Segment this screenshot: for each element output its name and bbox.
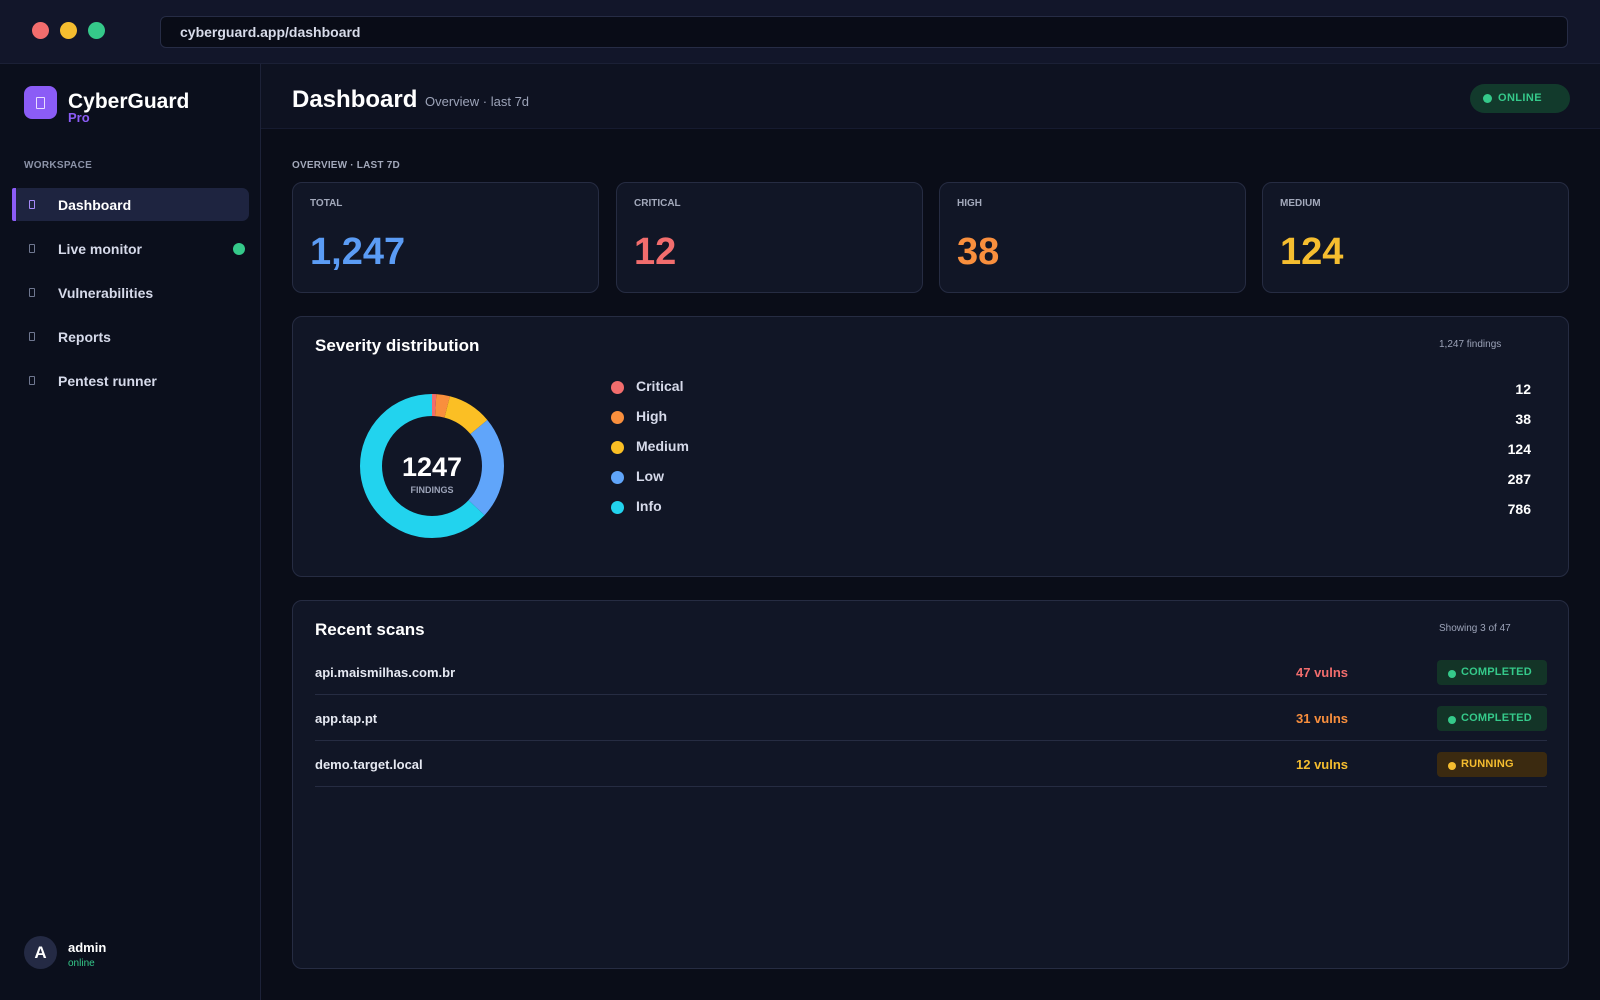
address-bar[interactable]: cyberguard.app/dashboard bbox=[160, 16, 1568, 48]
status-badge: COMPLETED bbox=[1437, 660, 1547, 685]
avatar[interactable]: A bbox=[24, 936, 57, 969]
page-header: Dashboard Overview · last 7d ONLINE bbox=[261, 64, 1600, 129]
status-badge: ONLINE bbox=[1470, 84, 1570, 113]
overview-label: OVERVIEW · LAST 7D bbox=[292, 160, 400, 171]
low-dot-icon bbox=[611, 471, 624, 484]
stat-card-medium[interactable]: MEDIUM 124 bbox=[1262, 182, 1569, 293]
brand-tier: Pro bbox=[68, 110, 90, 125]
legend-value: 124 bbox=[1507, 441, 1531, 457]
sidebar-item-label: Dashboard bbox=[58, 197, 132, 213]
status-dot-icon bbox=[1448, 716, 1456, 724]
legend-label: Critical bbox=[636, 378, 684, 394]
stat-label: MEDIUM bbox=[1280, 198, 1321, 209]
page-subtitle: Overview · last 7d bbox=[425, 94, 530, 109]
sidebar-item-label: Live monitor bbox=[58, 241, 143, 257]
legend-value: 287 bbox=[1507, 471, 1531, 487]
sidebar-item-label: Pentest runner bbox=[58, 373, 157, 389]
stat-card-total[interactable]: TOTAL 1,247 bbox=[292, 182, 599, 293]
close-window-button[interactable] bbox=[32, 22, 49, 39]
scan-host: api.maismilhas.com.br bbox=[315, 665, 456, 680]
scan-host: demo.target.local bbox=[315, 757, 423, 772]
legend-label: Low bbox=[636, 468, 664, 484]
sidebar-item-pentest-runner[interactable]: Pentest runner bbox=[12, 364, 249, 397]
sidebar-item-vulnerabilities[interactable]: Vulnerabilities bbox=[12, 276, 249, 309]
legend-value: 786 bbox=[1507, 501, 1531, 517]
status-dot-icon bbox=[1448, 670, 1456, 678]
scan-vulns: 12 vulns bbox=[1296, 757, 1349, 772]
scan-vulns: 47 vulns bbox=[1296, 665, 1349, 680]
sidebar-item-label: Reports bbox=[58, 329, 111, 345]
user-name: admin bbox=[68, 940, 107, 955]
legend-value: 38 bbox=[1515, 411, 1531, 427]
donut-slice-info bbox=[360, 394, 504, 538]
stat-value: 38 bbox=[957, 231, 1000, 273]
workspace-label: WORKSPACE bbox=[24, 160, 93, 171]
donut-center-label: FINDINGS bbox=[410, 485, 454, 495]
stat-label: TOTAL bbox=[310, 198, 343, 209]
scan-vulns: 31 vulns bbox=[1296, 711, 1349, 726]
page-title: Dashboard bbox=[292, 86, 418, 113]
stat-value: 1,247 bbox=[310, 231, 406, 273]
browser-chrome: cyberguard.app/dashboard bbox=[0, 0, 1600, 64]
status-label: RUNNING bbox=[1461, 758, 1514, 770]
status-badge: RUNNING bbox=[1437, 752, 1547, 777]
table-row[interactable]: app.tap.pt 31 vulns COMPLETED bbox=[315, 695, 1547, 741]
dashboard-icon bbox=[29, 200, 35, 209]
high-dot-icon bbox=[611, 411, 624, 424]
legend-label: High bbox=[636, 408, 668, 424]
scans-count: Showing 3 of 47 bbox=[1439, 623, 1511, 634]
donut-svg bbox=[360, 394, 504, 538]
severity-panel: Severity distribution 1,247 findings 124… bbox=[292, 316, 1569, 577]
status-label: ONLINE bbox=[1498, 92, 1542, 104]
severity-donut-chart: 1247 FINDINGS bbox=[360, 394, 504, 538]
recent-scans-panel: Recent scans Showing 3 of 47 api.maismil… bbox=[292, 600, 1569, 969]
minimize-window-button[interactable] bbox=[60, 22, 77, 39]
live-indicator bbox=[233, 243, 245, 255]
report-icon bbox=[29, 332, 35, 341]
table-row[interactable]: api.maismilhas.com.br 47 vulns COMPLETED bbox=[315, 649, 1547, 695]
monitor-icon bbox=[29, 244, 35, 253]
info-dot-icon bbox=[611, 501, 624, 514]
legend-item-critical: Critical 12 bbox=[611, 375, 1531, 397]
bug-icon bbox=[29, 288, 35, 297]
stat-card-high[interactable]: HIGH 38 bbox=[939, 182, 1246, 293]
sidebar: CyberGuard Pro WORKSPACE Dashboard Live … bbox=[0, 64, 261, 1000]
brand-name: CyberGuard bbox=[68, 90, 190, 113]
legend-item-low: Low 287 bbox=[611, 465, 1531, 487]
panel-title: Recent scans bbox=[315, 620, 425, 639]
stat-value: 124 bbox=[1280, 231, 1344, 273]
scan-host: app.tap.pt bbox=[315, 711, 378, 726]
status-label: COMPLETED bbox=[1461, 712, 1532, 724]
panel-title: Severity distribution bbox=[315, 336, 480, 355]
findings-count: 1,247 findings bbox=[1439, 339, 1502, 350]
stat-label: CRITICAL bbox=[634, 198, 681, 209]
legend-value: 12 bbox=[1515, 381, 1531, 397]
critical-dot-icon bbox=[611, 381, 624, 394]
maximize-window-button[interactable] bbox=[88, 22, 105, 39]
status-badge: COMPLETED bbox=[1437, 706, 1547, 731]
legend-item-high: High 38 bbox=[611, 405, 1531, 427]
sidebar-item-live-monitor[interactable]: Live monitor bbox=[12, 232, 249, 265]
status-dot-icon bbox=[1448, 762, 1456, 770]
legend-item-medium: Medium 124 bbox=[611, 435, 1531, 457]
stat-value: 12 bbox=[634, 231, 677, 273]
legend-label: Medium bbox=[636, 438, 689, 454]
stat-label: HIGH bbox=[957, 198, 982, 209]
legend-item-info: Info 786 bbox=[611, 495, 1531, 517]
sidebar-item-label: Vulnerabilities bbox=[58, 285, 154, 301]
table-row[interactable]: demo.target.local 12 vulns RUNNING bbox=[315, 741, 1547, 787]
donut-slice-low bbox=[360, 394, 504, 538]
user-status: online bbox=[68, 958, 95, 969]
terminal-icon bbox=[29, 376, 35, 385]
sidebar-item-dashboard[interactable]: Dashboard bbox=[12, 188, 249, 221]
status-dot-icon bbox=[1483, 94, 1492, 103]
donut-center-value: 1247 bbox=[401, 452, 463, 482]
stat-card-critical[interactable]: CRITICAL 12 bbox=[616, 182, 923, 293]
medium-dot-icon bbox=[611, 441, 624, 454]
shield-icon bbox=[24, 86, 57, 119]
sidebar-item-reports[interactable]: Reports bbox=[12, 320, 249, 353]
status-label: COMPLETED bbox=[1461, 666, 1532, 678]
legend-label: Info bbox=[636, 498, 662, 514]
